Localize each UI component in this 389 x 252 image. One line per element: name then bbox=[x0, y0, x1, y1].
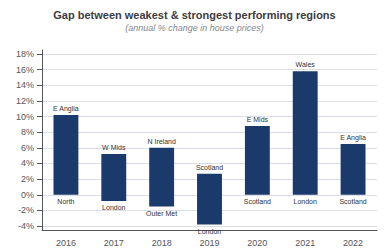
svg-text:Wales: Wales bbox=[296, 61, 316, 68]
svg-text:London: London bbox=[102, 204, 125, 211]
svg-text:E Mids: E Mids bbox=[247, 116, 269, 123]
svg-text:8%: 8% bbox=[21, 127, 34, 137]
svg-text:Scotland: Scotland bbox=[244, 198, 271, 205]
svg-text:6%: 6% bbox=[21, 143, 34, 153]
svg-text:18%: 18% bbox=[16, 49, 34, 59]
svg-text:W Mids: W Mids bbox=[102, 144, 126, 151]
svg-text:Outer Met: Outer Met bbox=[146, 210, 177, 217]
svg-text:0%: 0% bbox=[21, 190, 34, 200]
svg-text:2016: 2016 bbox=[56, 238, 76, 248]
svg-text:14%: 14% bbox=[16, 80, 34, 90]
svg-text:London: London bbox=[198, 228, 221, 235]
svg-text:4%: 4% bbox=[21, 158, 34, 168]
svg-text:North: North bbox=[57, 198, 74, 205]
svg-text:2020: 2020 bbox=[247, 238, 267, 248]
svg-text:-4%: -4% bbox=[18, 221, 34, 231]
svg-text:Scotland: Scotland bbox=[196, 164, 223, 171]
svg-text:16%: 16% bbox=[16, 65, 34, 75]
svg-text:Scotland: Scotland bbox=[339, 198, 366, 205]
svg-text:E Anglia: E Anglia bbox=[340, 134, 366, 142]
svg-text:12%: 12% bbox=[16, 96, 34, 106]
svg-text:2017: 2017 bbox=[104, 238, 124, 248]
svg-text:2%: 2% bbox=[21, 174, 34, 184]
svg-text:N Ireland: N Ireland bbox=[147, 138, 176, 145]
svg-text:2018: 2018 bbox=[152, 238, 172, 248]
svg-text:10%: 10% bbox=[16, 112, 34, 122]
svg-text:(annual % change in house pric: (annual % change in house prices) bbox=[125, 23, 264, 33]
svg-text:E Anglia: E Anglia bbox=[53, 105, 79, 113]
svg-text:2022: 2022 bbox=[343, 238, 363, 248]
svg-text:2019: 2019 bbox=[199, 238, 219, 248]
svg-text:Gap between weakest & stronges: Gap between weakest & strongest performi… bbox=[53, 9, 335, 21]
svg-text:-2%: -2% bbox=[18, 205, 34, 215]
svg-text:London: London bbox=[294, 198, 317, 205]
svg-text:2021: 2021 bbox=[295, 238, 315, 248]
